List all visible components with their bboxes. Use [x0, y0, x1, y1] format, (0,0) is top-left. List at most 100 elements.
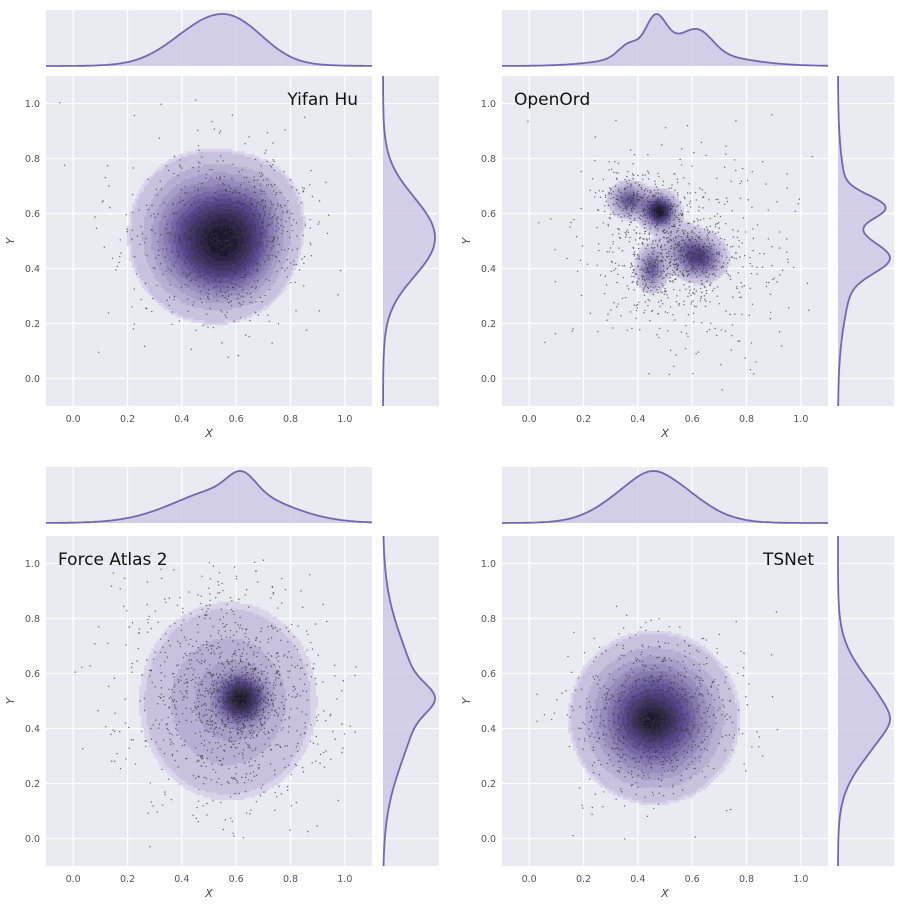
density-cell — [205, 153, 209, 157]
density-cell — [163, 247, 167, 251]
scatter-point — [233, 226, 236, 228]
scatter-point — [251, 286, 253, 288]
density-cell — [207, 183, 211, 187]
density-cell — [241, 171, 245, 175]
scatter-point — [102, 200, 104, 202]
density-cell — [224, 287, 228, 291]
density-cell — [276, 205, 280, 209]
density-cell — [202, 168, 206, 172]
density-cell — [288, 233, 292, 237]
scatter-point — [219, 155, 222, 157]
density-cell — [188, 168, 192, 172]
density-cell — [244, 193, 248, 197]
density-cell — [256, 223, 260, 227]
density-cell — [234, 183, 238, 187]
density-cell — [202, 148, 206, 152]
density-cell — [239, 304, 243, 308]
density-cell — [236, 267, 241, 271]
density-cell — [219, 215, 223, 219]
density-cell — [180, 195, 184, 199]
density-cell — [256, 188, 260, 192]
density-cell — [195, 297, 199, 301]
density-cell — [168, 233, 172, 237]
density-cell — [180, 208, 184, 212]
density-cell — [202, 287, 206, 291]
scatter-point — [195, 231, 198, 233]
density-cell — [212, 265, 216, 269]
density-cell — [161, 262, 165, 266]
density-cell — [244, 161, 248, 165]
density-cell — [222, 317, 226, 321]
density-cell — [214, 168, 219, 172]
density-cell — [214, 148, 219, 152]
density-cell — [195, 285, 199, 289]
scatter-point — [211, 120, 213, 123]
scatter-point — [160, 103, 162, 105]
density-cell — [161, 282, 165, 286]
density-cell — [258, 255, 263, 259]
density-cell — [219, 161, 223, 165]
density-cell — [266, 210, 270, 214]
density-cell — [166, 230, 170, 234]
density-cell — [163, 168, 167, 172]
scatter-point — [256, 202, 258, 204]
density-cell — [239, 158, 243, 162]
density-cell — [144, 240, 148, 244]
density-cell — [156, 260, 160, 264]
density-cell — [178, 198, 182, 202]
density-cell — [161, 173, 165, 177]
density-cell — [239, 307, 243, 311]
density-cell — [141, 237, 145, 242]
scatter-point — [250, 203, 253, 205]
density-cell — [197, 171, 201, 175]
scatter-point — [235, 222, 238, 224]
density-cell — [261, 275, 265, 279]
density-cell — [266, 186, 270, 190]
scatter-point — [215, 251, 218, 254]
density-cell — [192, 188, 197, 192]
density-cell — [192, 302, 197, 306]
density-cell — [263, 233, 267, 237]
density-cell — [158, 294, 162, 298]
density-cell — [249, 304, 253, 308]
density-cell — [156, 297, 160, 301]
density-cell — [283, 173, 287, 177]
density-cell — [212, 168, 216, 172]
density-cell — [200, 210, 204, 214]
density-cell — [222, 156, 226, 160]
scatter-point — [272, 245, 275, 247]
density-cell — [236, 173, 241, 177]
density-cell — [183, 272, 187, 276]
density-cell — [183, 173, 187, 177]
density-cell — [241, 275, 245, 279]
density-cell — [190, 161, 194, 165]
density-cell — [200, 319, 204, 323]
scatter-point — [291, 224, 293, 227]
density-cell — [266, 200, 270, 204]
density-cell — [232, 215, 236, 219]
density-cell — [190, 193, 194, 197]
density-cell — [273, 237, 277, 242]
density-cell — [195, 195, 199, 199]
density-cell — [219, 198, 223, 202]
density-cell — [148, 252, 153, 256]
density-cell — [212, 270, 216, 274]
density-cell — [202, 250, 206, 254]
density-cell — [224, 228, 228, 232]
scatter-point — [204, 224, 206, 227]
density-cell — [273, 250, 277, 254]
density-cell — [158, 215, 162, 219]
density-cell — [241, 153, 245, 157]
density-cell — [205, 252, 209, 256]
density-cell — [268, 188, 272, 192]
density-cell — [205, 203, 209, 207]
density-cell — [295, 262, 299, 266]
density-cell — [170, 312, 175, 316]
density-cell — [210, 302, 214, 306]
density-cell — [148, 193, 153, 197]
density-cell — [183, 181, 187, 185]
density-cell — [134, 220, 138, 224]
density-cell — [151, 270, 155, 274]
scatter-point — [228, 251, 231, 253]
scatter-point — [250, 208, 252, 210]
